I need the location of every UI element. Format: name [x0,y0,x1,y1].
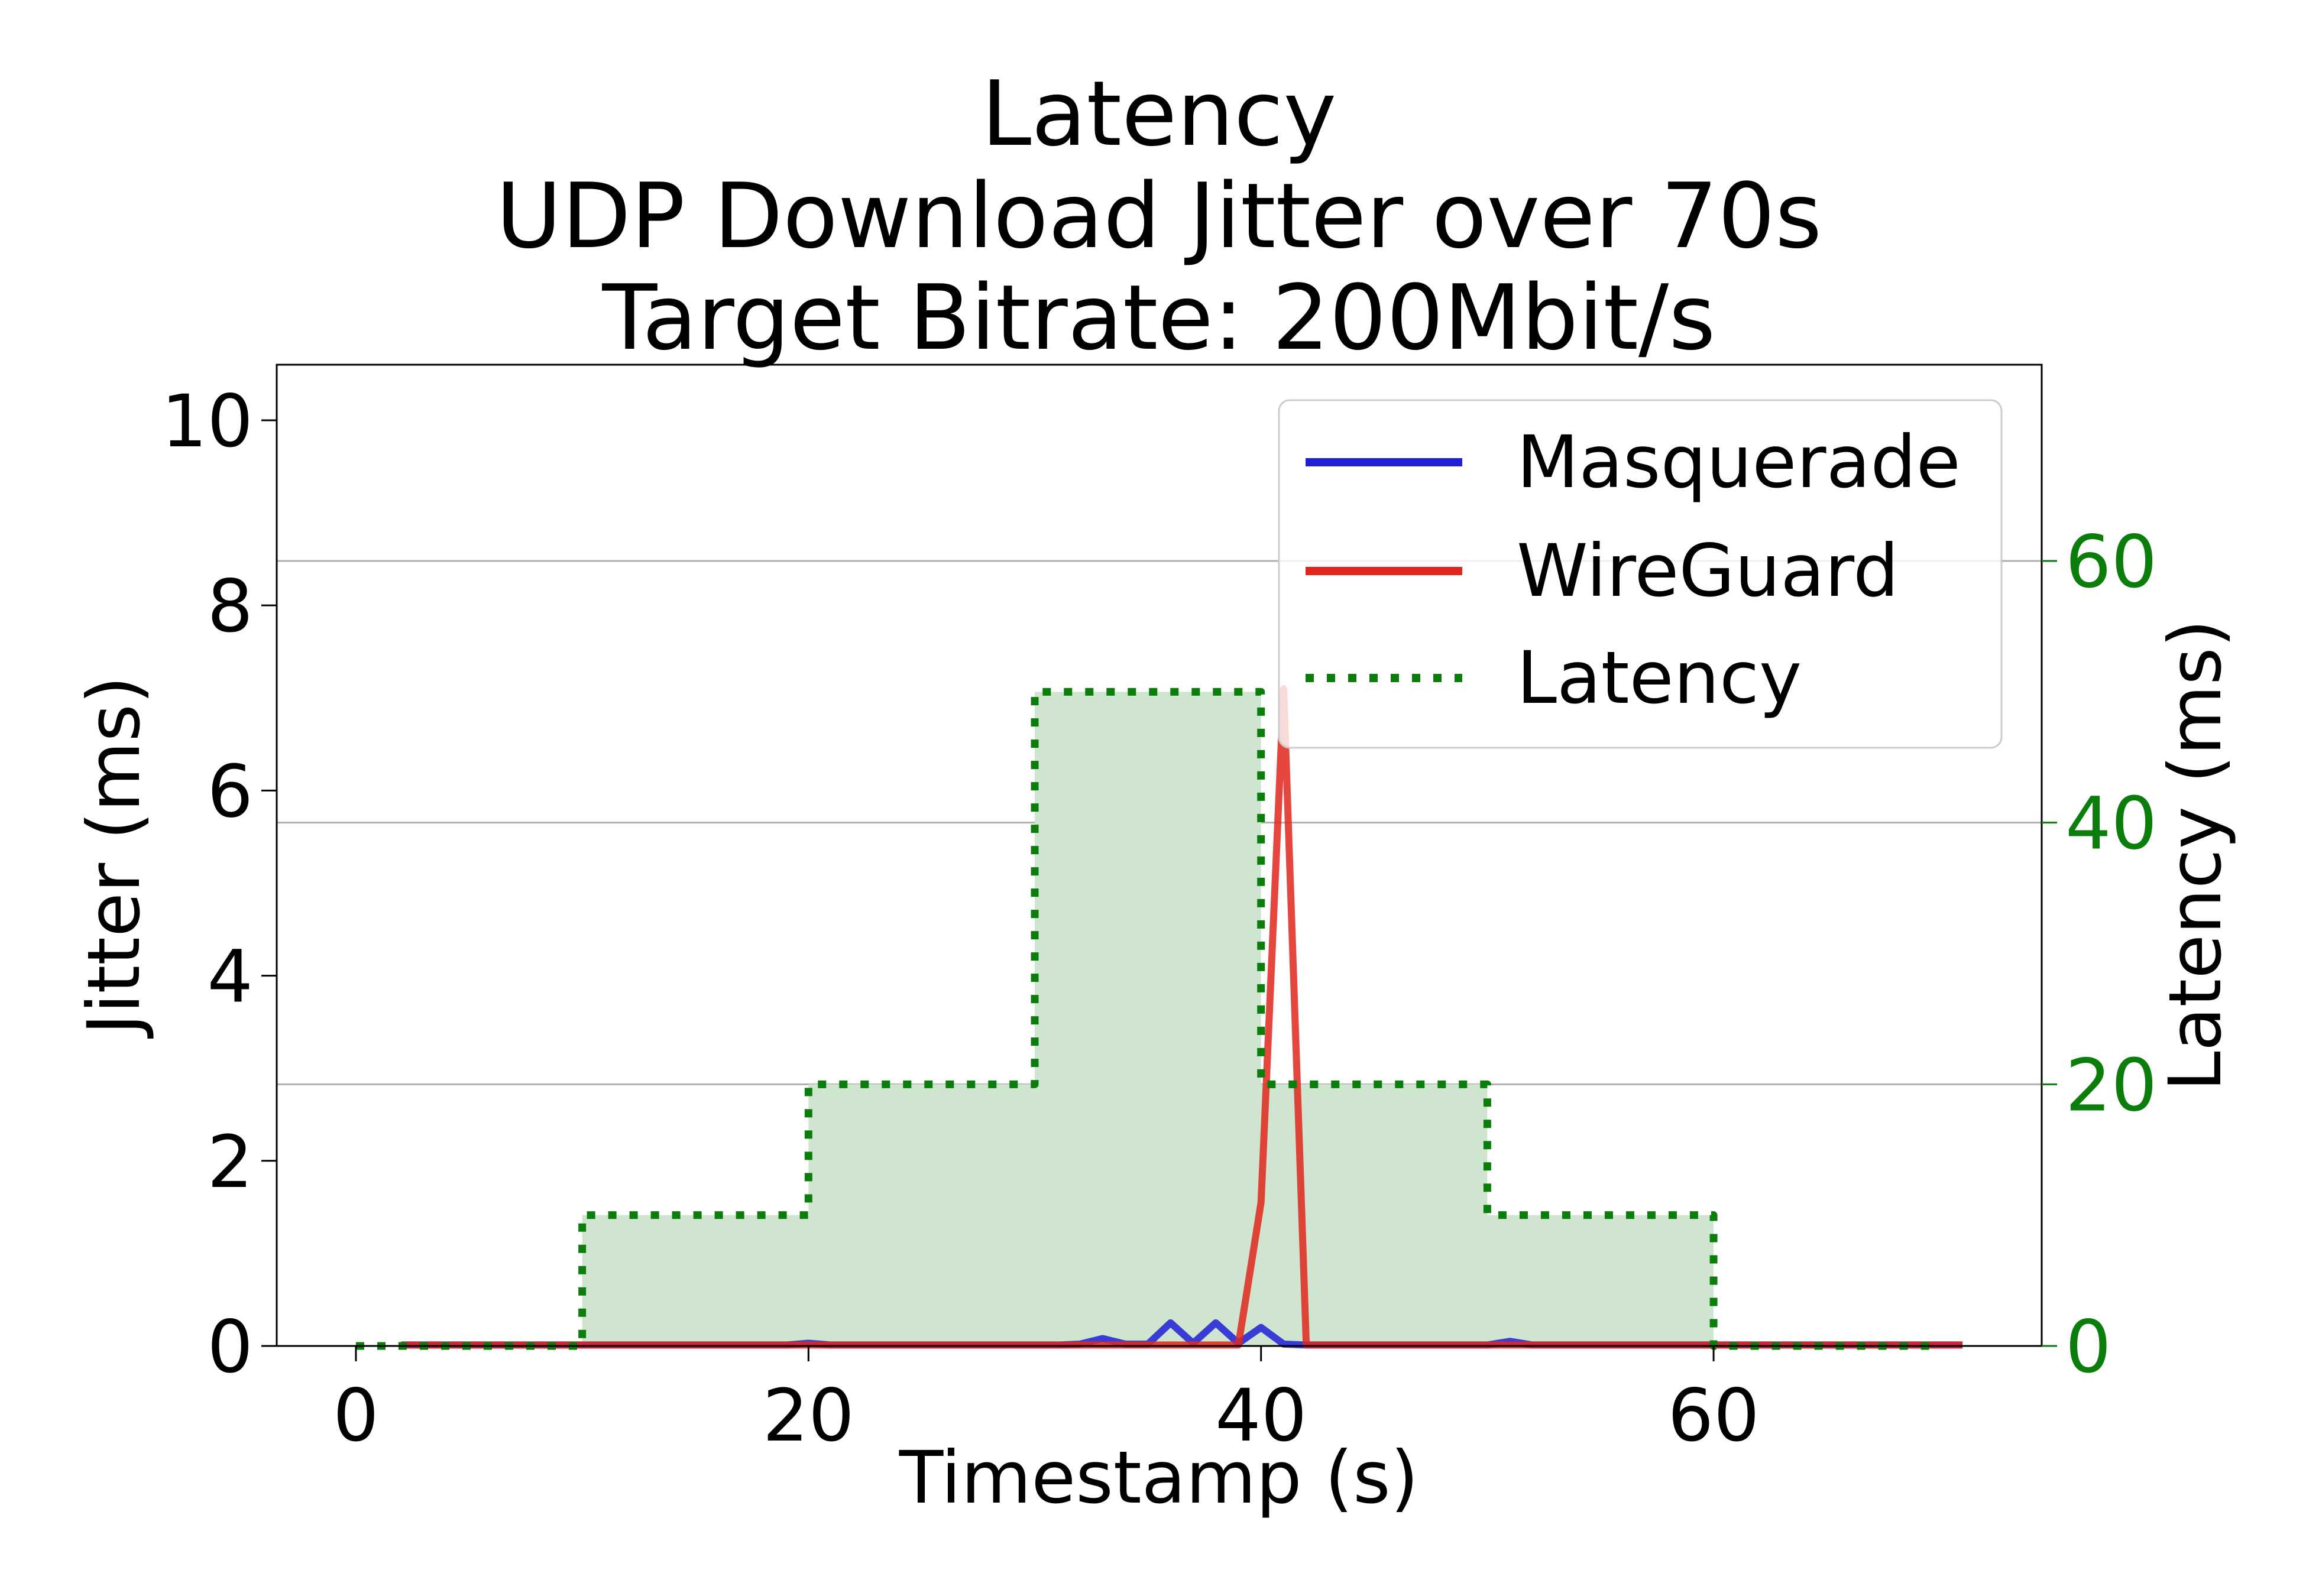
y2-tick-label: 20 [2065,1043,2157,1127]
legend-label-masquerade: Masquerade [1517,420,1961,504]
legend-box [1278,399,2003,749]
chart-title: Latency UDP Download Jitter over 70s Tar… [496,61,1822,370]
x-tick-label: 40 [1215,1374,1307,1458]
title-line-2: UDP Download Jitter over 70s [496,164,1822,268]
x-tick-label: 0 [333,1374,379,1458]
series-line-latency [355,687,1940,1350]
y2-tick-label: 60 [2065,520,2157,604]
x-axis-label: Timestamp (s) [899,1436,1419,1520]
y2-axis-ticks: 0 20 40 60 [2042,520,2157,1389]
y2-tick-label: 40 [2065,782,2157,866]
y-axis-ticks: 0 2 4 6 8 10 [161,379,277,1389]
plot-frame [276,364,2043,1347]
y-tick-label: 6 [207,750,253,833]
y-tick-label: 8 [207,565,253,648]
series-lines [355,685,1963,1350]
x-tick-label: 20 [763,1374,854,1458]
latency-area [355,692,1940,1346]
title-line-3: Target Bitrate: 200Mbit/s [602,265,1716,370]
legend-label-latency: Latency [1517,636,1802,720]
title-line-1: Latency [982,61,1337,166]
legend: Masquerade WireGuard Latency [1278,399,2003,749]
y2-axis-label: Latency (ms) [2153,619,2237,1092]
y-tick-label: 2 [207,1120,253,1204]
y-axis-label: Jitter (ms) [72,676,156,1039]
y-tick-label: 4 [207,935,253,1019]
series-line-wireguard [401,685,1963,1349]
x-tick-label: 60 [1667,1374,1759,1458]
y-tick-label: 0 [207,1305,253,1389]
latency-fill-area [355,692,1940,1346]
x-axis-ticks: 0 20 40 60 [333,1346,1760,1458]
y2-tick-label: 0 [2065,1305,2111,1389]
legend-label-wireguard: WireGuard [1517,529,1899,613]
y-tick-label: 10 [161,379,253,463]
